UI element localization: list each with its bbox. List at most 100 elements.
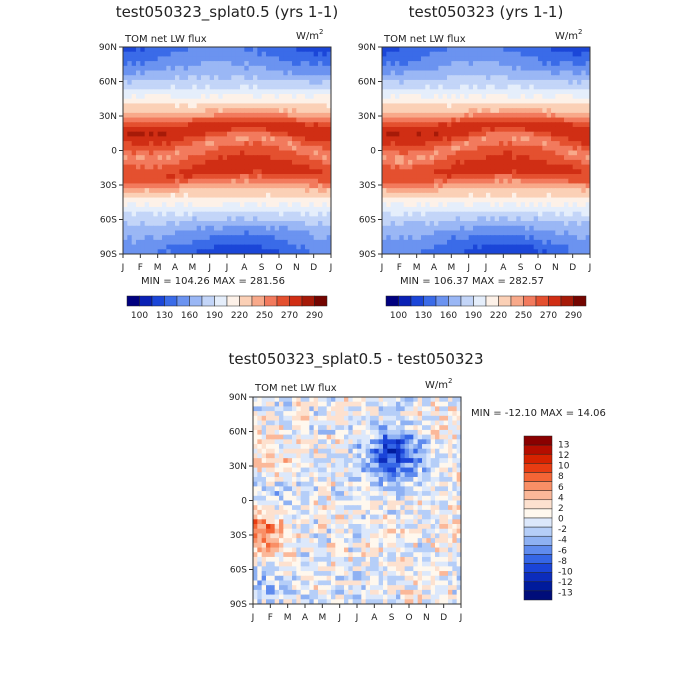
contour-cell [136,89,141,95]
contour-cell [218,164,224,170]
contour-cell [490,47,496,53]
contour-cell [205,188,211,194]
contour-cell [149,249,154,254]
contour-cell [361,420,367,426]
contour-cell [305,79,310,86]
contour-cell [486,169,491,175]
contour-cell [429,75,435,81]
contour-cell [201,150,206,156]
contour-cell [503,230,509,236]
contour-cell [274,112,280,119]
contour-cell [542,94,548,100]
contour-cell [227,122,232,128]
contour-cell [551,150,556,156]
contour-cell [490,126,496,133]
contour-cell [370,401,375,407]
contour-cell [222,164,228,170]
contour-cell [270,79,276,86]
contour-cell [218,169,224,175]
contour-cell [538,70,543,76]
contour-cell [421,136,426,142]
contour-cell [253,169,258,175]
contour-cell [196,112,202,119]
contour-cell [516,249,522,254]
contour-cell [370,453,375,459]
contour-cell [201,235,206,241]
contour-cell [261,164,267,170]
contour-cell [287,174,293,180]
contour-cell [390,174,396,180]
contour-cell [270,192,276,199]
contour-cell [503,197,509,203]
contour-cell [408,126,413,133]
contour-cell [559,192,565,199]
contour-cell [438,239,444,246]
contour-cell [209,47,215,53]
contour-cell [344,453,349,459]
contour-cell [399,84,405,90]
contour-cell [581,47,587,53]
contour-cell [473,197,478,203]
contour-cell [464,103,470,109]
contour-cell [179,206,185,213]
contour-cell [439,453,445,459]
contour-cell [157,202,163,208]
contour-cell [564,164,569,170]
contour-cell [188,244,193,250]
contour-cell [153,84,159,90]
contour-cell [196,230,202,236]
contour-cell [412,84,418,90]
contour-cell [131,239,137,246]
contour-cell [516,131,522,137]
contour-cell [313,117,319,123]
contour-cell [279,75,284,81]
x-tick-label: O [275,263,282,273]
contour-cell [309,117,315,123]
contour-cell [581,206,587,213]
contour-cell [136,126,141,133]
contour-cell [201,94,206,100]
contour-cell [175,235,180,241]
contour-cell [179,164,185,170]
contour-cell [170,174,176,180]
contour-cell [378,411,384,417]
contour-cell [390,150,396,156]
contour-cell [559,103,565,109]
contour-cell [443,397,449,403]
contour-cell [266,406,271,412]
contour-cell [222,117,228,123]
contour-cell [166,197,172,203]
contour-cell [412,183,418,189]
contour-cell [300,411,306,417]
contour-cell [261,56,267,62]
contour-cell [399,122,405,128]
contour-cell [231,249,237,254]
contour-cell [490,79,496,86]
contour-cell [283,174,289,180]
contour-cell [455,244,461,250]
contour-cell [318,415,323,422]
contour-cell [153,112,159,119]
contour-cell [175,122,180,128]
contour-cell [214,145,219,152]
contour-cell [222,150,228,156]
contour-cell [564,235,569,241]
contour-cell [425,174,431,180]
contour-cell [403,183,409,189]
y-tick-label: 30S [100,181,117,191]
contour-cell [434,84,439,90]
contour-cell [235,150,241,156]
contour-cell [331,415,336,422]
contour-cell [270,56,276,62]
contour-cell [287,79,293,86]
contour-cell [322,131,328,137]
contour-cell [383,425,388,431]
contour-cell [546,206,552,213]
contour-cell [192,103,198,109]
contour-cell [188,108,193,114]
contour-cell [421,188,426,194]
contour-cell [529,89,535,95]
contour-cell [460,211,465,217]
contour-cell [451,178,457,185]
